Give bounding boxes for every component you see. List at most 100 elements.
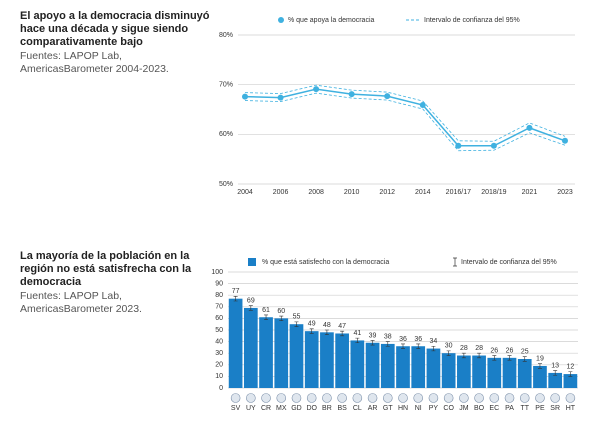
bar	[563, 374, 578, 388]
error-bar	[431, 345, 436, 352]
value-label: 28	[460, 345, 468, 352]
error-bar	[233, 296, 238, 302]
flag-icon	[246, 393, 256, 403]
legend-label: Intervalo de confianza del 95%	[461, 259, 557, 266]
legend-label: % que apoya la democracia	[288, 17, 374, 24]
chart-heading: La mayoría de la población en la región …	[20, 250, 210, 316]
data-point	[562, 137, 568, 144]
x-tick-label: 2021	[522, 189, 538, 196]
flag-icon	[367, 393, 378, 403]
chart-heading: El apoyo a la democracia disminuyó hace …	[20, 10, 210, 76]
data-point	[277, 94, 284, 101]
bar	[441, 353, 456, 388]
x-tick-label: CR	[261, 405, 271, 412]
y-tick-label: 70%	[219, 82, 233, 89]
value-label: 25	[521, 349, 529, 356]
x-tick-label: UY	[246, 405, 256, 412]
legend-marker	[453, 257, 457, 267]
bar	[274, 318, 289, 388]
bar	[320, 332, 334, 388]
x-tick-label: 2012	[379, 189, 395, 196]
error-bar	[477, 352, 482, 359]
y-tick-label: 60%	[219, 131, 233, 138]
error-bar	[507, 355, 512, 361]
value-label: 26	[490, 347, 498, 354]
y-tick-label: 70	[215, 304, 223, 311]
y-tick-label: 80%	[219, 32, 233, 39]
x-tick-label: SV	[231, 405, 241, 412]
value-label: 12	[566, 364, 574, 371]
x-tick-label: CO	[443, 405, 454, 412]
flag-icon	[322, 393, 332, 403]
value-label: 61	[262, 307, 270, 314]
value-label: 41	[353, 330, 361, 337]
x-tick-label: 2023	[557, 189, 573, 196]
bar	[533, 365, 547, 388]
y-tick-label: 0	[219, 385, 223, 392]
legend-marker	[248, 258, 256, 266]
error-bar	[279, 315, 284, 322]
x-tick-label: 2004	[237, 189, 253, 196]
x-tick-label: TT	[520, 405, 529, 412]
data-point	[384, 93, 391, 100]
bar	[380, 343, 395, 388]
error-bar	[553, 370, 558, 376]
x-tick-label: 2016/17	[446, 189, 471, 196]
flag-icon	[337, 393, 347, 403]
chart-subtitle: Fuentes: LAPOP Lab, AmericasBarometer 20…	[20, 50, 169, 75]
error-bar	[461, 352, 466, 359]
x-tick-label: HT	[566, 405, 576, 412]
flag-icon	[413, 393, 424, 403]
flag-icon	[474, 393, 484, 403]
error-bar	[568, 371, 573, 377]
flag-icon	[382, 393, 393, 403]
flag-icon	[230, 393, 241, 403]
value-label: 30	[445, 343, 453, 350]
value-label: 28	[475, 345, 483, 352]
flag-icon	[398, 393, 408, 403]
bar	[426, 348, 441, 388]
y-tick-label: 90	[215, 280, 223, 287]
error-bar	[294, 321, 299, 327]
confidence-line	[244, 84, 566, 142]
value-label: 19	[536, 355, 544, 362]
flag-icon	[489, 393, 500, 403]
flag-icon	[504, 393, 515, 403]
flag-icon	[352, 393, 363, 403]
x-tick-label: 2008	[308, 189, 324, 196]
x-tick-label: PE	[535, 405, 545, 412]
x-tick-label: 2010	[344, 189, 360, 196]
y-tick-label: 30	[215, 350, 223, 357]
flag-icon	[261, 393, 271, 403]
x-tick-label: PY	[429, 405, 439, 412]
x-tick-label: JM	[459, 405, 469, 412]
chart-subtitle: Fuentes: LAPOP Lab, AmericasBarometer 20…	[20, 290, 142, 315]
flag-icon	[535, 393, 545, 403]
value-label: 60	[277, 308, 285, 315]
data-point	[348, 91, 355, 98]
confidence-line	[244, 92, 566, 152]
flag-icon	[519, 393, 530, 403]
bar	[259, 317, 273, 388]
data-point	[526, 124, 533, 131]
x-tick-label: GD	[291, 405, 302, 412]
bar	[517, 359, 532, 388]
y-tick-label: 50%	[219, 181, 233, 188]
error-bar	[492, 355, 497, 361]
bar	[472, 355, 486, 388]
error-bar	[446, 350, 451, 356]
bar	[289, 324, 304, 388]
x-tick-label: BR	[322, 405, 332, 412]
x-tick-label: MX	[276, 405, 287, 412]
bar	[457, 355, 471, 388]
x-tick-label: PA	[505, 405, 514, 412]
flag-icon	[276, 393, 287, 403]
error-bar	[309, 328, 314, 334]
error-bar	[370, 340, 375, 346]
error-bar	[355, 337, 360, 344]
bar	[228, 298, 243, 388]
data-point	[455, 142, 462, 149]
error-bar	[537, 363, 542, 369]
bar	[502, 357, 517, 388]
